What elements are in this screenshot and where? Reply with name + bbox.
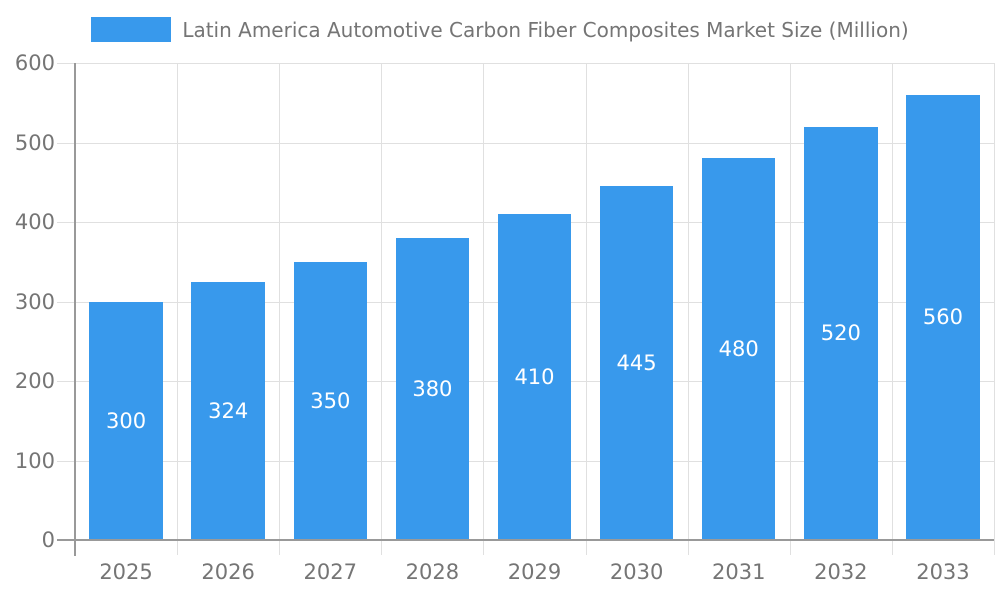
x-axis-tick-label: 2033	[916, 560, 970, 584]
x-axis-tick-label: 2029	[507, 560, 562, 584]
x-axis-tick-label: 2030	[609, 560, 664, 584]
bar-value-label: 445	[616, 351, 657, 376]
x-gridline	[279, 63, 280, 555]
bar-value-label: 300	[105, 408, 147, 433]
bar	[293, 261, 368, 540]
x-axis-tick-label: 2026	[201, 560, 255, 584]
y-gridline	[57, 63, 994, 64]
x-gridline	[177, 63, 178, 555]
y-gridline	[57, 143, 994, 144]
bar	[906, 94, 980, 540]
x-axis-baseline	[57, 539, 994, 541]
y-axis-tick-label: 100	[14, 449, 55, 473]
bar-value-label: 380	[412, 376, 453, 401]
x-gridline	[381, 63, 382, 555]
x-gridline	[586, 63, 587, 555]
bar-value-label: 350	[310, 388, 351, 413]
y-axis-tick-label: 200	[14, 369, 55, 393]
x-axis-tick-label: 2032	[814, 560, 868, 584]
bar	[804, 126, 878, 540]
legend: Latin America Automotive Carbon Fiber Co…	[0, 17, 1000, 42]
y-axis-tick-label: 400	[14, 210, 55, 234]
legend-label: Latin America Automotive Carbon Fiber Co…	[182, 17, 909, 42]
y-axis-line	[74, 63, 76, 556]
bar-value-label: 520	[820, 321, 861, 346]
bar-value-label: 480	[718, 337, 759, 362]
y-axis-tick-label: 500	[14, 131, 55, 155]
bar	[89, 301, 163, 540]
bar	[701, 158, 776, 540]
x-gridline	[688, 63, 689, 555]
bar	[497, 214, 572, 540]
bar	[191, 282, 265, 540]
x-axis-tick-label: 2031	[711, 560, 766, 584]
y-axis-tick-label: 300	[14, 290, 55, 314]
x-gridline	[994, 63, 995, 555]
y-axis-tick-label: 600	[14, 51, 55, 75]
bar	[395, 237, 470, 540]
x-axis-tick-label: 2025	[99, 560, 153, 584]
x-gridline	[892, 63, 893, 555]
x-gridline	[790, 63, 791, 555]
y-axis-tick-label: 0	[41, 528, 55, 552]
bar-value-label: 324	[208, 399, 249, 424]
x-axis-tick-label: 2028	[405, 560, 460, 584]
bar-value-label: 410	[514, 365, 555, 390]
x-gridline	[483, 63, 484, 555]
bar-value-label: 560	[922, 305, 963, 330]
bar	[599, 186, 674, 540]
legend-color-swatch-icon	[91, 17, 172, 42]
legend-item[interactable]: Latin America Automotive Carbon Fiber Co…	[91, 17, 909, 42]
x-axis-tick-label: 2027	[303, 560, 357, 584]
